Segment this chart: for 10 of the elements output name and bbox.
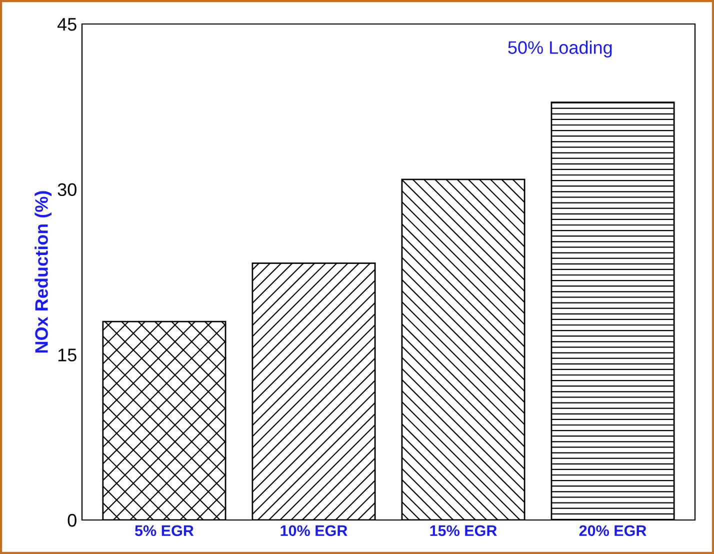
annotation: 50% Loading [508,40,612,58]
x-tick-label: 20% EGR [579,525,646,536]
y-axis-title: NOx Reduction (%) [34,191,52,353]
x-tick-label: 15% EGR [430,525,497,536]
y-tick-label: 15 [58,348,76,362]
y-tick-label: 0 [68,514,76,527]
x-tick-label: 5% EGR [134,525,194,536]
x-tick-label: 10% EGR [280,525,348,536]
y-tick-label: 45 [57,18,76,31]
y-tick-label: 30 [58,183,76,196]
